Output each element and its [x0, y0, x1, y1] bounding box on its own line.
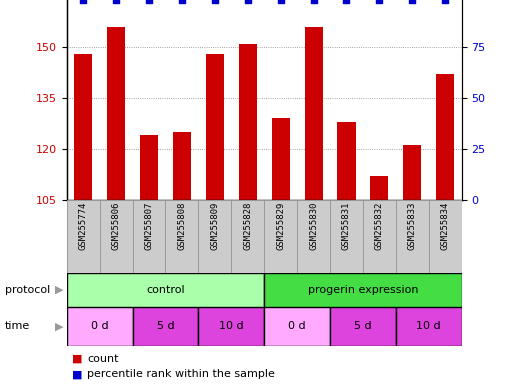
- Bar: [264, 200, 297, 273]
- Point: [145, 0, 153, 3]
- Bar: [429, 200, 462, 273]
- Point: [441, 0, 449, 3]
- Point: [408, 0, 417, 3]
- Bar: [370, 176, 388, 200]
- Bar: [199, 200, 231, 273]
- Text: ▶: ▶: [55, 321, 63, 331]
- Point: [376, 0, 384, 3]
- Text: 5 d: 5 d: [354, 321, 372, 331]
- Text: GSM255808: GSM255808: [177, 202, 186, 250]
- Bar: [396, 200, 429, 273]
- Bar: [100, 200, 132, 273]
- Bar: [403, 146, 421, 200]
- Text: GSM255828: GSM255828: [243, 202, 252, 250]
- Text: 0 d: 0 d: [91, 321, 108, 331]
- Text: GSM255807: GSM255807: [145, 202, 153, 250]
- Bar: [264, 307, 330, 346]
- Text: GSM255833: GSM255833: [408, 202, 417, 250]
- Text: percentile rank within the sample: percentile rank within the sample: [87, 369, 275, 379]
- Bar: [338, 122, 356, 200]
- Bar: [173, 132, 191, 200]
- Point: [79, 0, 87, 3]
- Text: GSM255834: GSM255834: [441, 202, 450, 250]
- Text: GSM255832: GSM255832: [375, 202, 384, 250]
- Text: GSM255830: GSM255830: [309, 202, 318, 250]
- Text: count: count: [87, 354, 119, 364]
- Point: [277, 0, 285, 3]
- Bar: [67, 273, 264, 307]
- Bar: [67, 307, 132, 346]
- Bar: [363, 200, 396, 273]
- Text: time: time: [5, 321, 30, 331]
- Text: control: control: [146, 285, 185, 295]
- Text: ■: ■: [72, 369, 82, 379]
- Text: progerin expression: progerin expression: [308, 285, 418, 295]
- Bar: [132, 307, 199, 346]
- Text: 0 d: 0 d: [288, 321, 306, 331]
- Bar: [330, 200, 363, 273]
- Bar: [107, 27, 125, 200]
- Point: [178, 0, 186, 3]
- Bar: [330, 307, 396, 346]
- Bar: [199, 307, 264, 346]
- Text: GSM255809: GSM255809: [210, 202, 220, 250]
- Bar: [271, 118, 290, 200]
- Point: [309, 0, 318, 3]
- Text: protocol: protocol: [5, 285, 50, 295]
- Point: [211, 0, 219, 3]
- Bar: [206, 54, 224, 200]
- Text: ▶: ▶: [55, 285, 63, 295]
- Text: GSM255806: GSM255806: [111, 202, 121, 250]
- Text: GSM255774: GSM255774: [78, 202, 88, 250]
- Point: [342, 0, 350, 3]
- Bar: [165, 200, 199, 273]
- Text: GSM255831: GSM255831: [342, 202, 351, 250]
- Bar: [140, 135, 158, 200]
- Point: [244, 0, 252, 3]
- Bar: [239, 44, 257, 200]
- Text: ■: ■: [72, 354, 82, 364]
- Text: 5 d: 5 d: [156, 321, 174, 331]
- Bar: [67, 200, 100, 273]
- Bar: [436, 74, 455, 200]
- Bar: [74, 54, 92, 200]
- Text: GSM255829: GSM255829: [276, 202, 285, 250]
- Text: 10 d: 10 d: [417, 321, 441, 331]
- Bar: [264, 273, 462, 307]
- Bar: [297, 200, 330, 273]
- Text: 10 d: 10 d: [219, 321, 244, 331]
- Bar: [396, 307, 462, 346]
- Point: [112, 0, 120, 3]
- Bar: [231, 200, 264, 273]
- Bar: [132, 200, 165, 273]
- Bar: [305, 27, 323, 200]
